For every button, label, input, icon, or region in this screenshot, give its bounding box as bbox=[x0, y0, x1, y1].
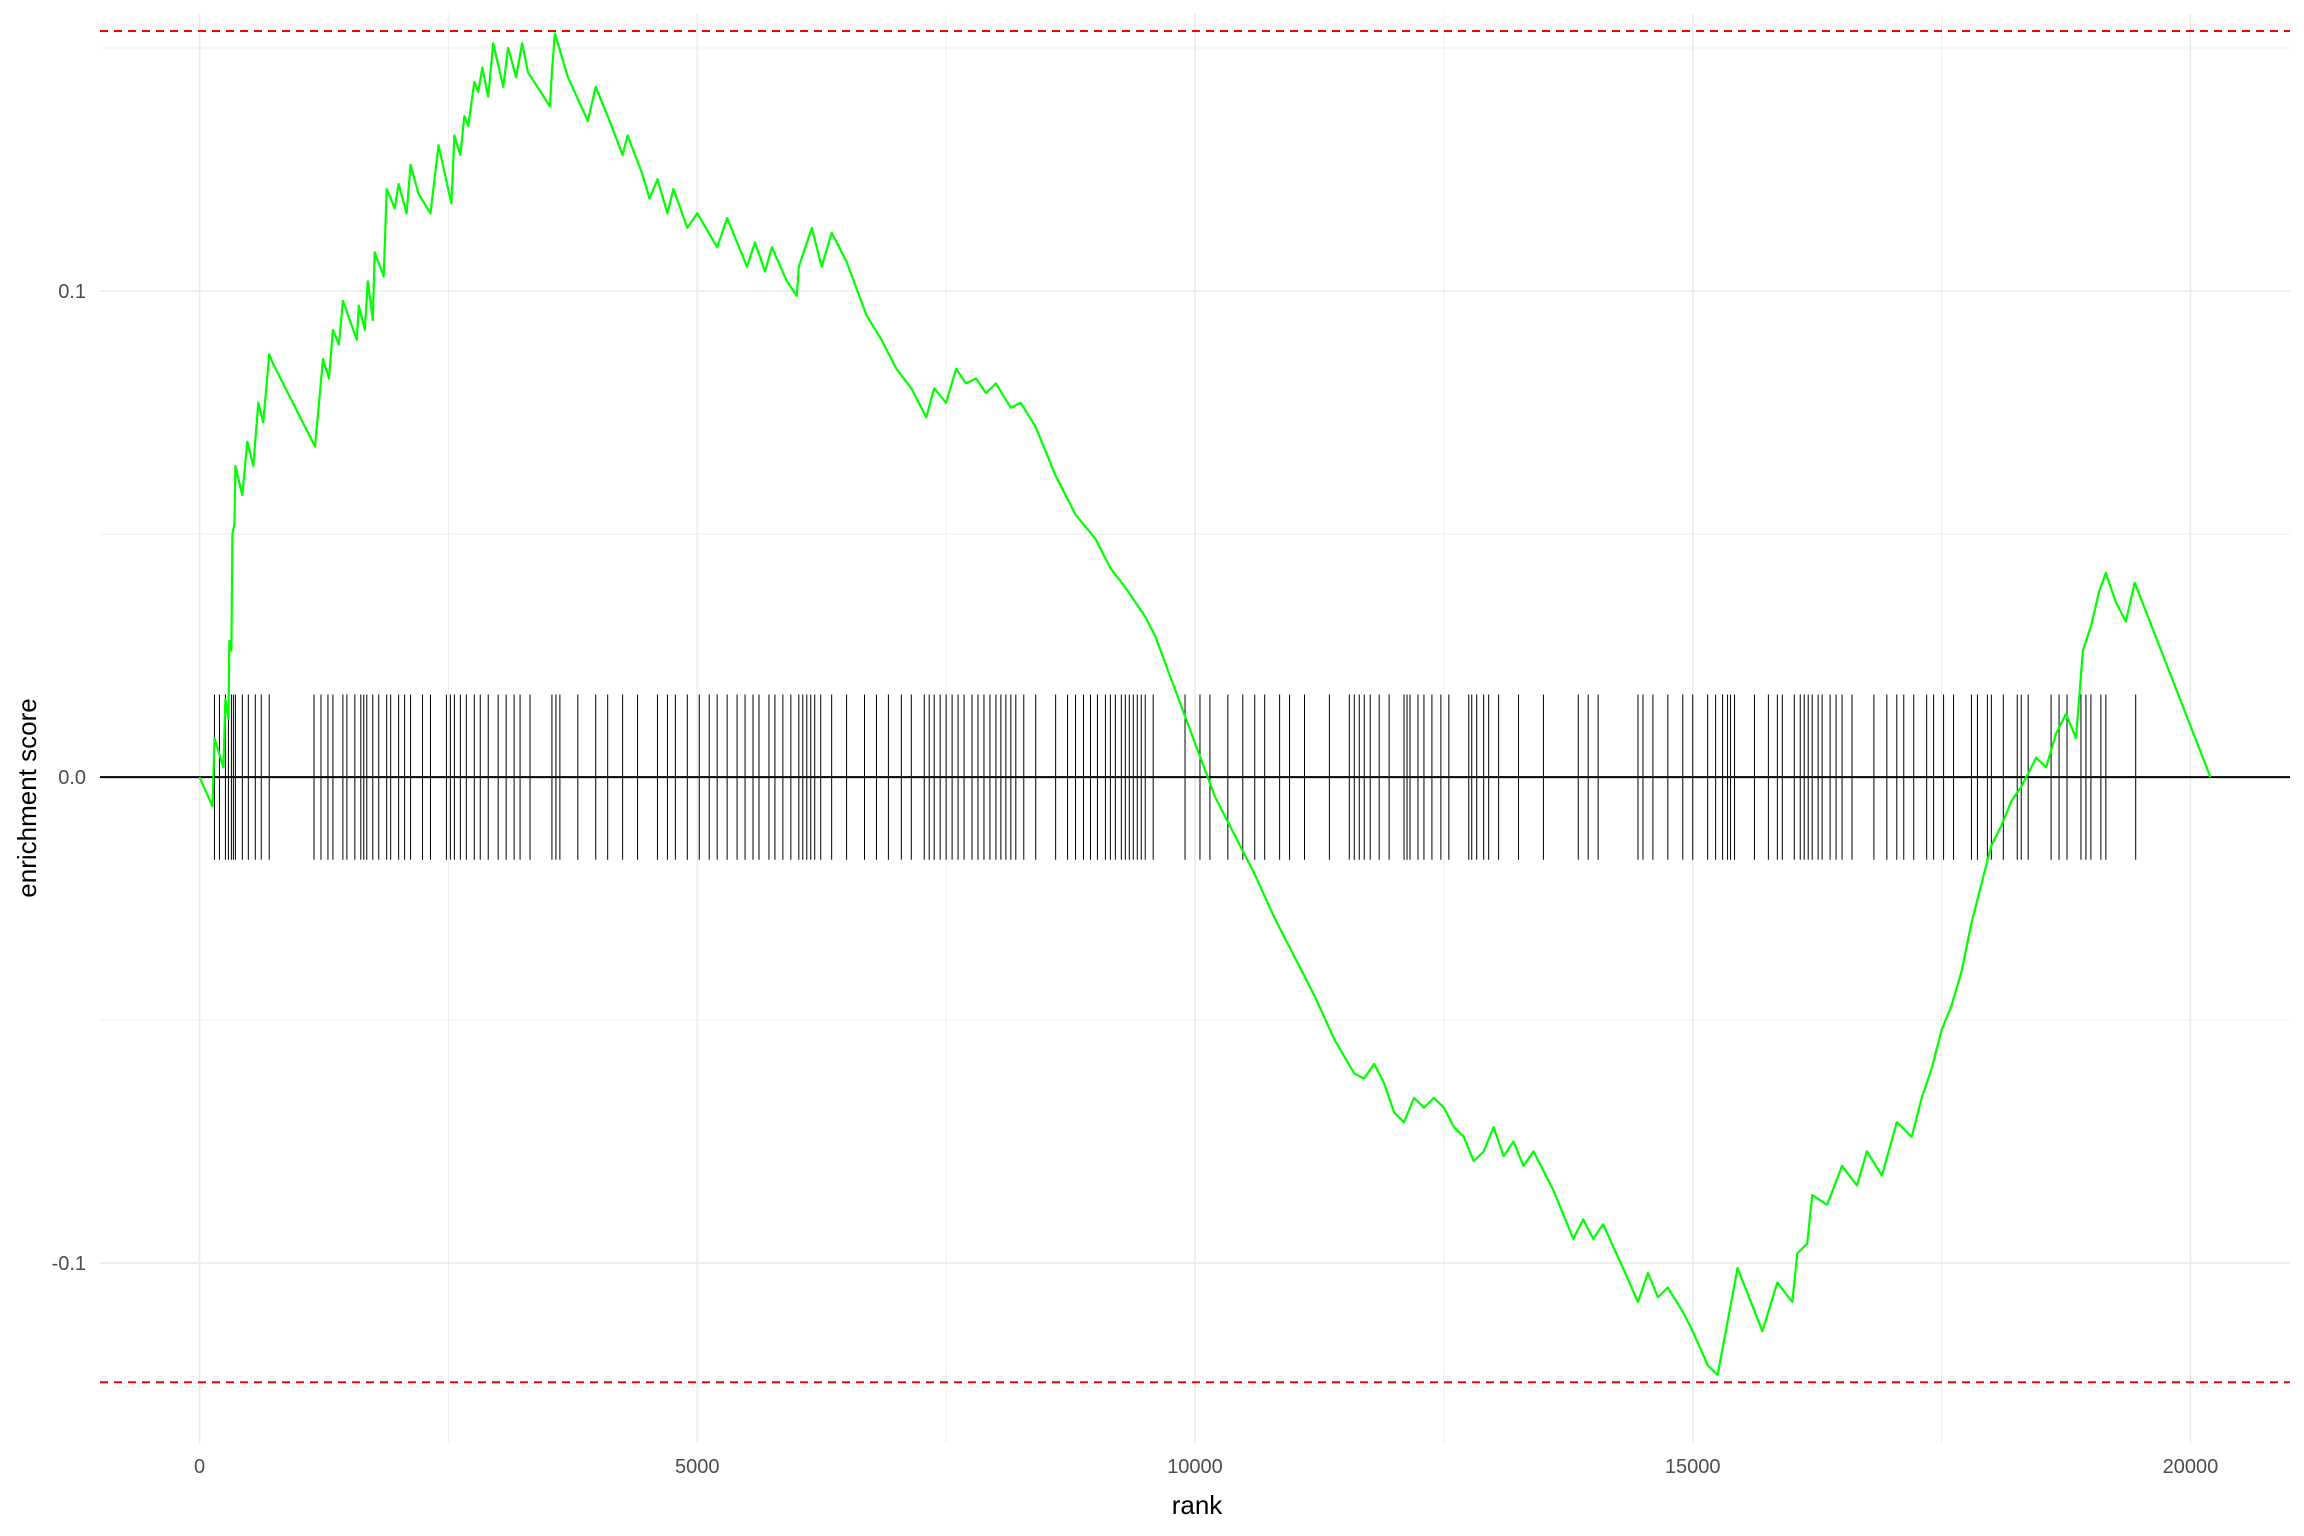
series-line bbox=[198, 32, 2212, 1377]
x-tick-label: 0 bbox=[194, 1456, 205, 1478]
x-tick-label: 20000 bbox=[2163, 1456, 2219, 1478]
grid-lines bbox=[100, 14, 2290, 1443]
running-score-series bbox=[198, 32, 2212, 1377]
threshold-lines bbox=[100, 30, 2290, 1384]
x-axis-title: rank bbox=[1172, 1490, 1224, 1520]
x-tick-label: 5000 bbox=[675, 1456, 720, 1478]
y-tick-label: 0.1 bbox=[58, 281, 86, 303]
x-tick-label: 10000 bbox=[1167, 1456, 1223, 1478]
y-axis-ticks: -0.1 0.0 0.1 bbox=[52, 281, 86, 1275]
y-tick-label: 0.0 bbox=[58, 767, 86, 789]
y-tick-label: -0.1 bbox=[52, 1253, 86, 1275]
x-tick-label: 15000 bbox=[1665, 1456, 1721, 1478]
y-axis-title: enrichment score bbox=[12, 698, 42, 897]
x-axis-ticks: 0 5000 10000 15000 20000 bbox=[194, 1456, 2218, 1478]
